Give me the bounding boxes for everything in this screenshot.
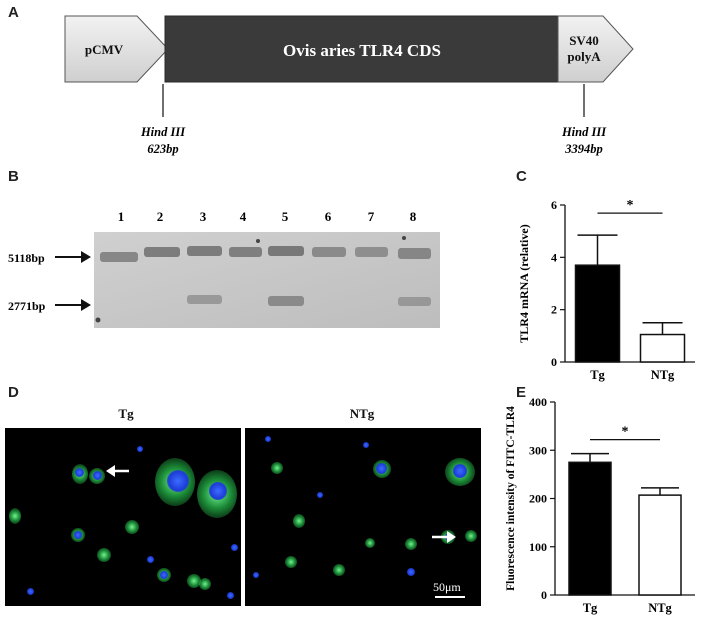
- significance-marker: *: [627, 198, 634, 213]
- cds-shape: [164, 15, 561, 83]
- lane-label-1: 1: [118, 209, 125, 224]
- arrow-lower-icon: [55, 299, 91, 311]
- panel-letter-a: A: [8, 4, 19, 21]
- site1-position: 623bp: [147, 142, 178, 156]
- polya-label-line1: SV40: [569, 33, 599, 48]
- panel-letter-b: B: [8, 168, 19, 185]
- panel-letter-e: E: [516, 384, 527, 401]
- site1-name: Hind III: [140, 125, 186, 139]
- scale-bar: [435, 596, 465, 598]
- gel-speck: [402, 236, 406, 240]
- gel-body: [94, 232, 440, 328]
- construct-diagram: pCMV Ovis aries TLR4 CDS SV40 polyA Hind…: [64, 15, 634, 156]
- polya-shape: [557, 15, 634, 83]
- gel-speck: [256, 239, 260, 243]
- panel-letter-d: D: [8, 384, 19, 401]
- chart-fluorescence: 0 100 200 300 400 Tg NTg Fluorescence intensi…: [505, 395, 695, 615]
- lane-label-2: 2: [157, 209, 164, 224]
- band-lower-lane-8: [398, 297, 431, 306]
- band-upper-lane-3: [187, 246, 222, 256]
- lane-label-3: 3: [200, 209, 207, 224]
- band-lower-lane-5: [268, 296, 304, 306]
- bar-tg: [574, 264, 621, 363]
- bar-tg: [568, 461, 612, 596]
- y-axis-label: Fluorescence intensity of FITC-TLR4: [505, 406, 517, 591]
- lane-label-8: 8: [410, 209, 417, 224]
- gel-figure: 1 2 3 4 5 6 7 8 5118bp 2771bp: [8, 209, 440, 328]
- site2-position: 3394bp: [564, 142, 603, 156]
- y-axis-label: TLR4 mRNA (relative): [517, 224, 531, 342]
- micrograph-tg: [5, 428, 241, 606]
- site2-name: Hind III: [561, 125, 607, 139]
- band-label-upper: 5118bp: [8, 251, 45, 265]
- band-upper-lane-7: [355, 247, 388, 257]
- lane-label-7: 7: [368, 209, 375, 224]
- y-tick-label: 0: [551, 355, 557, 369]
- y-tick-label: 0: [541, 588, 547, 602]
- scale-bar-label: 50μm: [433, 580, 461, 594]
- significance-marker: *: [622, 425, 629, 440]
- x-tick-label-tg: Tg: [590, 368, 605, 382]
- lane-label-6: 6: [325, 209, 332, 224]
- arrow-ntg-icon: [432, 531, 456, 543]
- band-upper-lane-5: [268, 246, 304, 256]
- gel-speck: [95, 317, 101, 323]
- y-tick-label: 200: [529, 492, 547, 506]
- y-tick-label: 100: [529, 540, 547, 554]
- bar-ntg: [639, 333, 686, 363]
- y-tick-label: 6: [551, 198, 557, 212]
- y-tick-label: 4: [551, 250, 557, 264]
- band-upper-lane-4: [229, 247, 262, 257]
- micrograph-label-ntg: NTg: [349, 406, 375, 421]
- arrow-tg-icon: [106, 465, 129, 477]
- panel-letter-c: C: [516, 168, 527, 185]
- y-tick-label: 300: [529, 443, 547, 457]
- lane-label-4: 4: [240, 209, 247, 224]
- bar-ntg: [638, 494, 682, 596]
- polya-label-line2: polyA: [567, 49, 601, 64]
- y-tick-label: 2: [551, 303, 557, 317]
- micrograph-label-tg: Tg: [118, 406, 134, 421]
- promoter-label: pCMV: [85, 42, 124, 57]
- arrow-upper-icon: [55, 251, 91, 263]
- promoter-shape: [64, 15, 169, 83]
- band-lower-lane-3: [187, 295, 222, 304]
- micrograph-ntg: 50μm: [245, 428, 481, 606]
- band-upper-lane-2: [144, 247, 180, 257]
- band-upper-lane-6: [312, 247, 346, 257]
- band-upper-lane-1: [100, 252, 138, 262]
- x-tick-label-ntg: NTg: [651, 368, 675, 382]
- chart-mrna: 0 2 4 6 Tg NTg TLR4 mRNA (relative) *: [517, 198, 695, 382]
- y-tick-label: 400: [529, 395, 547, 409]
- band-label-lower: 2771bp: [8, 299, 46, 313]
- x-tick-label-tg: Tg: [583, 601, 598, 615]
- cds-label: Ovis aries TLR4 CDS: [283, 41, 441, 60]
- band-upper-lane-8: [398, 248, 431, 259]
- x-tick-label-ntg: NTg: [648, 601, 672, 615]
- lane-label-5: 5: [282, 209, 289, 224]
